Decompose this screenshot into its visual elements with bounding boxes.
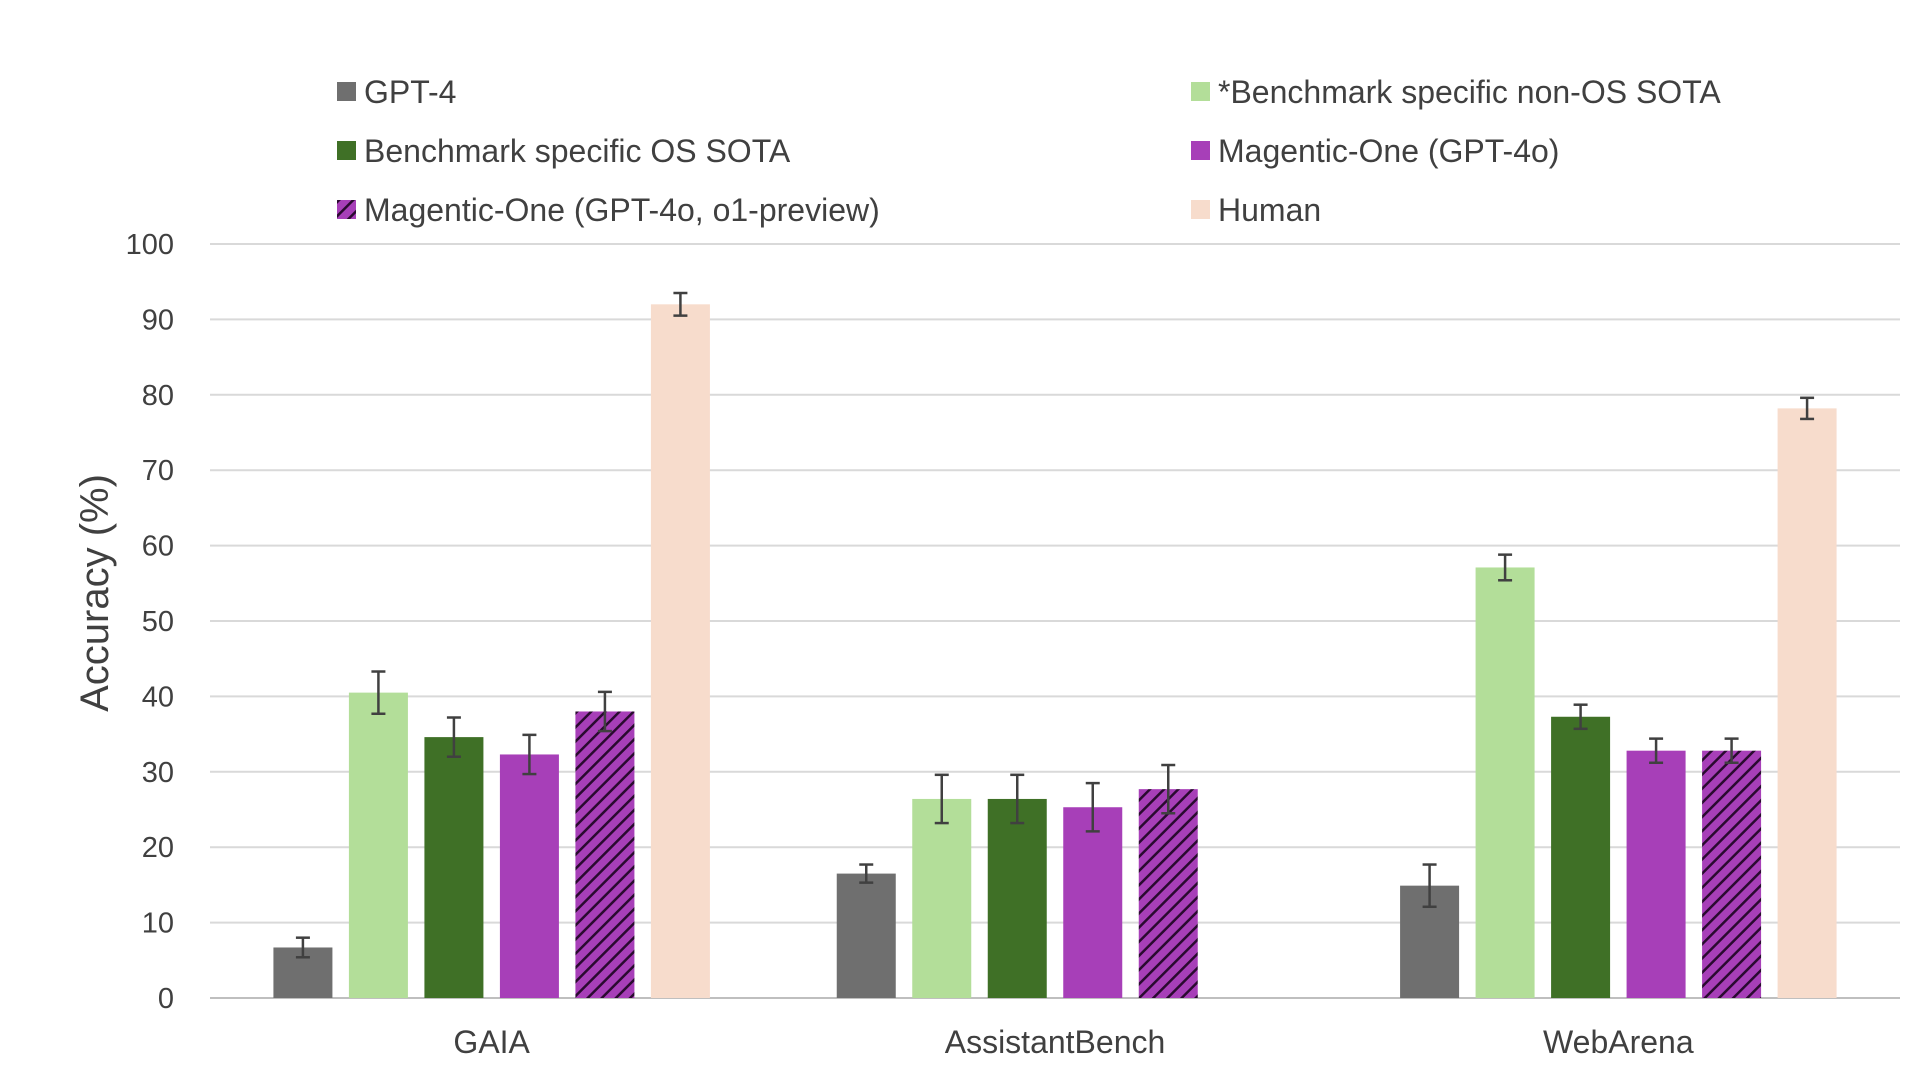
error-bar xyxy=(1800,396,1815,421)
x-tick-label: GAIA xyxy=(453,1024,530,1060)
y-tick-label: 80 xyxy=(142,380,174,412)
legend-item: Magentic-One (GPT-4o, o1-preview) xyxy=(337,192,880,228)
x-axis: GAIA AssistantBench WebArena xyxy=(453,1024,1693,1060)
y-tick-label: 40 xyxy=(142,681,174,713)
bars xyxy=(273,304,1837,998)
y-tick-label: 10 xyxy=(142,908,174,940)
x-tick-label: AssistantBench xyxy=(945,1024,1166,1060)
error-bar xyxy=(1498,553,1513,582)
y-tick-label: 60 xyxy=(142,531,174,563)
error-bar xyxy=(1649,737,1664,765)
y-tick-label: 100 xyxy=(126,229,174,261)
y-axis: 0 10 20 30 40 50 60 70 80 90 100 xyxy=(126,229,174,1015)
legend-swatch xyxy=(1191,200,1210,219)
legend-label: Magentic-One (GPT-4o, o1-preview) xyxy=(364,192,880,228)
legend-item: GPT-4 xyxy=(337,74,456,110)
error-bar xyxy=(522,733,537,776)
bar-benchmark-specific-os-sota-gaia xyxy=(424,737,484,998)
bar-magentic-one-gpt-4o-gaia xyxy=(499,754,559,998)
y-tick-label: 30 xyxy=(142,757,174,789)
legend-item: Human xyxy=(1191,192,1321,228)
error-bar xyxy=(673,291,688,317)
bar-magentic-one-gpt-4o-o1-preview-webarena xyxy=(1702,750,1762,998)
y-tick-label: 0 xyxy=(158,983,174,1015)
legend-item: *Benchmark specific non-OS SOTA xyxy=(1191,74,1721,110)
bar-human-gaia xyxy=(650,304,710,998)
bar-magentic-one-gpt-4o-webarena xyxy=(1626,750,1686,998)
legend-swatch xyxy=(337,82,356,101)
bar-benchmark-specific-os-sota-webarena xyxy=(1551,716,1611,998)
y-tick-label: 90 xyxy=(142,304,174,336)
legend-item: Magentic-One (GPT-4o) xyxy=(1191,133,1559,169)
error-bars xyxy=(295,291,1815,959)
error-bar xyxy=(1422,863,1437,909)
bar-magentic-one-gpt-4o-o1-preview-assistantbench xyxy=(1138,789,1198,998)
error-bar xyxy=(934,773,949,825)
error-bar xyxy=(295,936,310,959)
legend-swatch xyxy=(1191,82,1210,101)
legend-label: Human xyxy=(1218,192,1321,228)
legend-label: GPT-4 xyxy=(364,74,456,110)
error-bar xyxy=(1085,781,1100,833)
legend-label: *Benchmark specific non-OS SOTA xyxy=(1218,74,1721,110)
error-bar xyxy=(1010,773,1025,825)
legend-label: Benchmark specific OS SOTA xyxy=(364,133,791,169)
bar-benchmark-specific-non-os-sota-webarena xyxy=(1475,567,1535,998)
legend-swatch xyxy=(337,200,356,219)
x-tick-label: WebArena xyxy=(1543,1024,1694,1060)
error-bar xyxy=(371,670,386,715)
error-bar xyxy=(859,863,874,884)
legend-label: Magentic-One (GPT-4o) xyxy=(1218,133,1559,169)
error-bar xyxy=(1573,703,1588,731)
y-tick-label: 20 xyxy=(142,832,174,864)
bar-benchmark-specific-non-os-sota-gaia xyxy=(348,692,408,998)
y-tick-label: 50 xyxy=(142,606,174,638)
error-bar xyxy=(597,690,612,733)
y-axis-title: Accuracy (%) xyxy=(73,474,117,712)
bar-gpt-4-assistantbench xyxy=(836,873,896,998)
bar-magentic-one-gpt-4o-o1-preview-gaia xyxy=(575,711,635,998)
legend: GPT-4 *Benchmark specific non-OS SOTA Benc… xyxy=(337,74,1721,228)
legend-swatch xyxy=(1191,141,1210,160)
bar-benchmark-specific-os-sota-assistantbench xyxy=(987,798,1047,998)
error-bar xyxy=(1161,763,1176,815)
error-bar xyxy=(1724,737,1739,765)
bar-benchmark-specific-non-os-sota-assistantbench xyxy=(912,798,972,998)
legend-swatch xyxy=(337,141,356,160)
gridlines xyxy=(210,243,1900,999)
error-bar xyxy=(446,716,461,758)
bar-human-webarena xyxy=(1777,408,1837,998)
y-tick-label: 70 xyxy=(142,455,174,487)
legend-item: Benchmark specific OS SOTA xyxy=(337,133,791,169)
bar-magentic-one-gpt-4o-assistantbench xyxy=(1063,807,1123,998)
